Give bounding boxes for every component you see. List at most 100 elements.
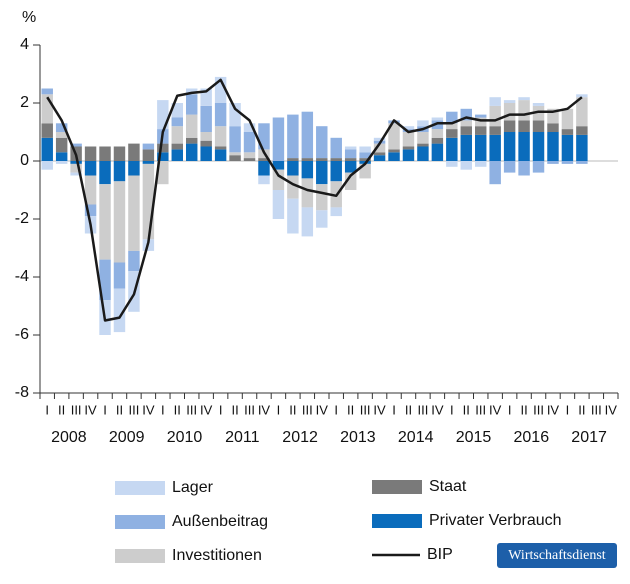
bar-segment <box>171 149 183 161</box>
bar-segment <box>547 108 559 124</box>
bar-segment <box>330 137 342 159</box>
bar-segment <box>330 158 342 161</box>
bar-segment <box>272 190 285 219</box>
bar-segment <box>373 155 386 161</box>
legend-label: Investitionen <box>172 547 262 564</box>
bar-segment <box>431 129 444 138</box>
bar-segment <box>489 97 501 106</box>
x-tick-label: II <box>463 402 470 417</box>
bar-segment <box>446 137 458 161</box>
bar-segment <box>561 161 574 164</box>
x-tick-label: II <box>347 402 354 417</box>
x-tick-label: III <box>591 402 602 417</box>
x-tick-label: II <box>578 402 585 417</box>
bar-segment <box>301 161 314 179</box>
bar-segment <box>113 146 126 161</box>
bar-segment <box>186 137 198 144</box>
bar-segment <box>186 143 198 161</box>
x-tick-label: IV <box>431 402 444 417</box>
bar-segment <box>287 114 299 159</box>
bar-segment <box>532 105 545 121</box>
bar-segment <box>489 134 501 161</box>
bar-segment <box>576 134 588 161</box>
bar-segment <box>157 161 169 185</box>
y-tick-label: 4 <box>20 36 29 53</box>
year-label: 2013 <box>340 429 376 446</box>
bar-segment <box>446 123 458 130</box>
x-tick-label: I <box>508 402 512 417</box>
x-tick-label: I <box>45 402 49 417</box>
x-tick-label: I <box>161 402 165 417</box>
bar-segment <box>576 161 588 164</box>
bar-segment <box>388 149 400 153</box>
x-tick-label: III <box>244 402 255 417</box>
x-tick-label: III <box>129 402 140 417</box>
bar-segment <box>243 158 256 161</box>
bar-segment <box>214 76 227 103</box>
bar-segment <box>70 172 82 176</box>
bar-segment <box>460 120 472 127</box>
x-tick-label: IV <box>373 402 386 417</box>
bar-segment <box>128 250 140 272</box>
bar-segment <box>214 149 227 161</box>
bar-segment <box>344 149 357 159</box>
x-tick-label: IV <box>258 402 271 417</box>
bar-segment <box>316 158 328 161</box>
bar-segment <box>518 97 530 101</box>
bar-segment <box>214 126 227 147</box>
bar-segment <box>287 175 299 199</box>
bar-segment <box>157 100 169 130</box>
bar-segment <box>171 117 183 127</box>
x-tick-label: III <box>418 402 429 417</box>
bar-segment <box>518 161 530 176</box>
year-label: 2012 <box>282 429 318 446</box>
bar-segment <box>301 158 314 161</box>
bar-segment <box>402 126 415 130</box>
x-tick-label: IV <box>84 402 97 417</box>
bar-segment <box>330 207 342 217</box>
bar-segment <box>200 132 212 141</box>
bar-segment <box>431 120 444 130</box>
bar-segment <box>70 163 82 173</box>
bar-segment <box>417 132 429 144</box>
bar-segment <box>532 161 545 173</box>
x-tick-label: II <box>58 402 65 417</box>
bar-segment <box>113 262 126 289</box>
bar-segment <box>561 108 574 130</box>
y-tick-label: -6 <box>15 326 29 343</box>
bar-segment <box>460 126 472 135</box>
bar-segment <box>460 134 472 161</box>
bar-segment <box>99 184 111 260</box>
bar-segment <box>431 143 444 161</box>
bar-segment <box>200 146 212 161</box>
x-tick-label: II <box>289 402 296 417</box>
y-unit-label: % <box>22 9 36 26</box>
x-tick-label: IV <box>200 402 213 417</box>
bar-segment <box>344 146 357 150</box>
bar-segment <box>388 123 400 150</box>
bar-segment <box>344 172 357 190</box>
bar-segment <box>84 161 97 176</box>
bar-segment <box>41 161 53 170</box>
bar-segment <box>243 152 256 159</box>
bar-segment <box>417 146 429 161</box>
bar-segment <box>359 146 371 153</box>
bar-segment <box>489 126 501 135</box>
legend-label: Lager <box>172 479 214 496</box>
x-tick-label: I <box>566 402 570 417</box>
bar-segment <box>41 123 53 138</box>
bar-segment <box>229 155 241 161</box>
bar-segment <box>460 108 472 121</box>
x-tick-label: III <box>475 402 486 417</box>
bar-segment <box>503 103 516 121</box>
x-tick-label: II <box>520 402 527 417</box>
bar-segment <box>171 126 183 144</box>
bar-segment <box>243 123 256 132</box>
bar-segment <box>142 143 155 150</box>
bar-segment <box>547 161 559 164</box>
bar-segment <box>417 143 429 147</box>
bar-segment <box>272 117 285 161</box>
bar-segment <box>388 152 400 161</box>
bar-segment <box>359 163 371 179</box>
bar-segment <box>272 161 285 170</box>
